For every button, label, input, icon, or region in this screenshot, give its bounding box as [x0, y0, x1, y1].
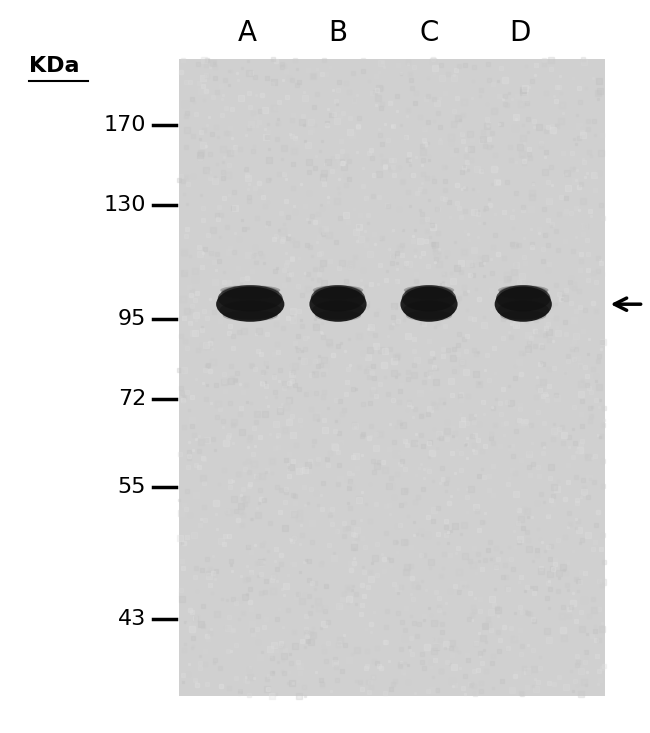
Text: KDa: KDa	[29, 56, 80, 76]
Text: 170: 170	[104, 114, 146, 135]
Ellipse shape	[402, 285, 456, 312]
Ellipse shape	[313, 285, 363, 295]
Text: 130: 130	[104, 195, 146, 216]
Ellipse shape	[222, 311, 278, 319]
Ellipse shape	[314, 285, 362, 300]
Ellipse shape	[312, 301, 364, 320]
Ellipse shape	[406, 311, 452, 321]
Ellipse shape	[497, 301, 549, 320]
Bar	[179, 59, 604, 696]
Ellipse shape	[220, 285, 280, 295]
Ellipse shape	[221, 285, 280, 300]
Ellipse shape	[498, 285, 549, 295]
Text: 95: 95	[118, 309, 146, 329]
Ellipse shape	[400, 287, 458, 322]
Text: 43: 43	[118, 609, 146, 630]
Text: A: A	[237, 19, 257, 47]
Ellipse shape	[315, 311, 361, 319]
Ellipse shape	[499, 285, 547, 300]
Ellipse shape	[496, 285, 551, 312]
Ellipse shape	[406, 311, 452, 319]
Ellipse shape	[311, 285, 365, 312]
Ellipse shape	[405, 285, 453, 300]
Ellipse shape	[220, 301, 281, 320]
Text: 55: 55	[118, 477, 146, 498]
Text: 72: 72	[118, 389, 146, 410]
Ellipse shape	[404, 285, 454, 295]
Text: B: B	[328, 19, 348, 47]
Ellipse shape	[500, 311, 547, 319]
Ellipse shape	[500, 311, 546, 321]
Ellipse shape	[216, 287, 285, 322]
Text: C: C	[419, 19, 439, 47]
Ellipse shape	[495, 287, 552, 322]
Ellipse shape	[218, 285, 283, 312]
Ellipse shape	[309, 287, 367, 322]
Text: D: D	[510, 19, 530, 47]
Ellipse shape	[315, 311, 361, 321]
Ellipse shape	[403, 301, 455, 320]
Ellipse shape	[223, 311, 278, 321]
